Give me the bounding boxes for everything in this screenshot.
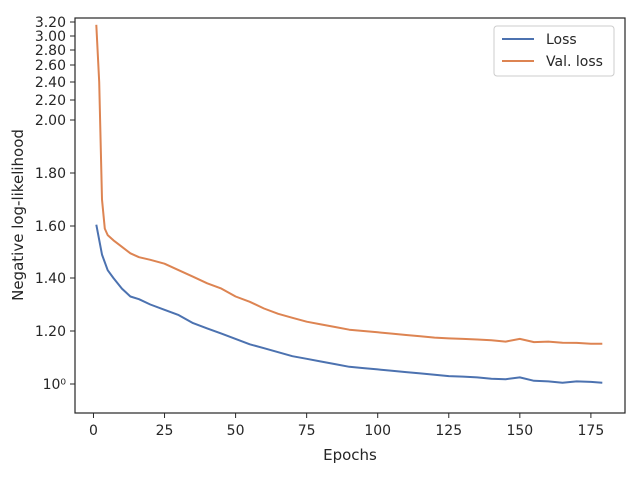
series-lines (95, 24, 603, 384)
y-tick-label: 1.60 (35, 219, 66, 235)
x-tick-label: 25 (156, 423, 174, 439)
x-tick-label: 125 (435, 423, 462, 439)
series-line-val-loss (95, 24, 603, 345)
x-tick-label: 75 (298, 423, 316, 439)
y-axis-ticks: 10⁰1.201.401.601.802.002.202.402.602.803… (35, 15, 75, 393)
y-tick-label: 1.80 (35, 166, 66, 182)
plot-frame (74, 17, 626, 414)
x-tick-label: 175 (578, 423, 605, 439)
y-tick-label: 1.40 (35, 271, 66, 287)
x-tick-label: 50 (227, 423, 245, 439)
y-tick-label: 1.20 (35, 324, 66, 340)
y-tick-label: 2.40 (35, 75, 66, 91)
y-axis-label: Negative log-likelihood (9, 129, 27, 301)
y-tick-label: 2.80 (35, 43, 66, 59)
y-tick-label: 2.60 (35, 58, 66, 74)
y-tick-label: 2.00 (35, 113, 66, 129)
x-axis-label: Epochs (323, 446, 377, 464)
y-tick-label: 3.00 (35, 29, 66, 45)
x-tick-label: 0 (89, 423, 98, 439)
series-line-loss (95, 224, 603, 384)
y-tick-label: 3.20 (35, 15, 66, 31)
y-tick-label: 10⁰ (43, 377, 67, 393)
x-tick-label: 100 (364, 423, 391, 439)
legend-label-loss: Loss (546, 32, 577, 48)
x-axis-ticks: 0 25 50 75 100 125 150 175 (89, 413, 604, 439)
legend: Loss Val. loss (493, 25, 615, 77)
legend-label-val-loss: Val. loss (546, 54, 603, 70)
x-tick-label: 150 (506, 423, 533, 439)
y-tick-label: 2.20 (35, 93, 66, 109)
